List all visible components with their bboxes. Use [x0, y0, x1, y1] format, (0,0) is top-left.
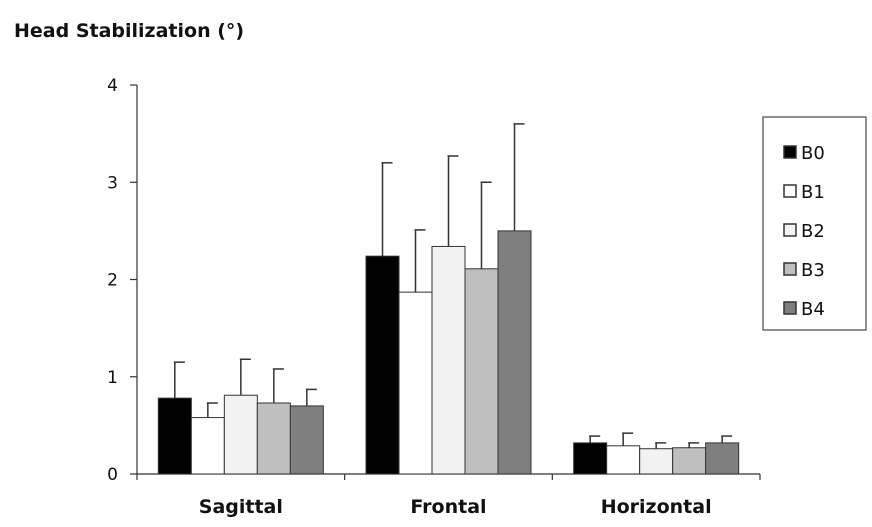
chart-title: Head Stabilization (°): [14, 20, 244, 42]
y-tick-label: 3: [107, 173, 118, 193]
bar-b1-sagittal: [190, 417, 225, 475]
legend: B0 B1 B2 B3 B4: [762, 116, 867, 331]
bar-b4-frontal: [497, 230, 532, 475]
legend-label-b2: B2: [801, 221, 825, 242]
legend-swatch-b3: [783, 262, 797, 276]
bar-b0-frontal: [365, 255, 400, 475]
x-category-label: Horizontal: [601, 496, 712, 518]
bar-b1-frontal: [398, 291, 433, 475]
y-tick-label: 1: [107, 368, 118, 388]
x-category-label: Sagittal: [199, 496, 283, 518]
legend-swatch-b2: [783, 223, 797, 237]
bar-b4-horizontal: [705, 442, 740, 475]
bars: [157, 123, 740, 475]
legend-label-b4: B4: [801, 299, 825, 320]
bar-b2-horizontal: [639, 448, 674, 475]
y-tick-label: 4: [107, 76, 118, 96]
legend-swatch-b4: [783, 301, 797, 315]
bar-b3-frontal: [464, 268, 499, 475]
y-tick-label: 0: [107, 465, 118, 485]
bar-b0-horizontal: [573, 442, 608, 475]
legend-label-b3: B3: [801, 260, 825, 281]
legend-label-b1: B1: [801, 182, 825, 203]
y-tick-label: 2: [107, 271, 118, 291]
bar-b0-sagittal: [157, 397, 192, 475]
bar-b3-horizontal: [672, 447, 707, 475]
bar-b4-sagittal: [289, 405, 324, 475]
legend-swatch-b0: [783, 145, 797, 159]
bar-b2-frontal: [431, 245, 466, 475]
legend-label-b0: B0: [801, 143, 825, 164]
legend-box: [762, 116, 867, 331]
x-category-label: Frontal: [410, 496, 486, 518]
bar-b2-sagittal: [223, 394, 258, 475]
axes: 0 1 2 3 4 Sagittal Frontal Horizontal: [107, 76, 761, 518]
bar-b3-sagittal: [256, 402, 291, 475]
legend-swatch-b1: [783, 184, 797, 198]
bar-b1-horizontal: [606, 445, 641, 475]
